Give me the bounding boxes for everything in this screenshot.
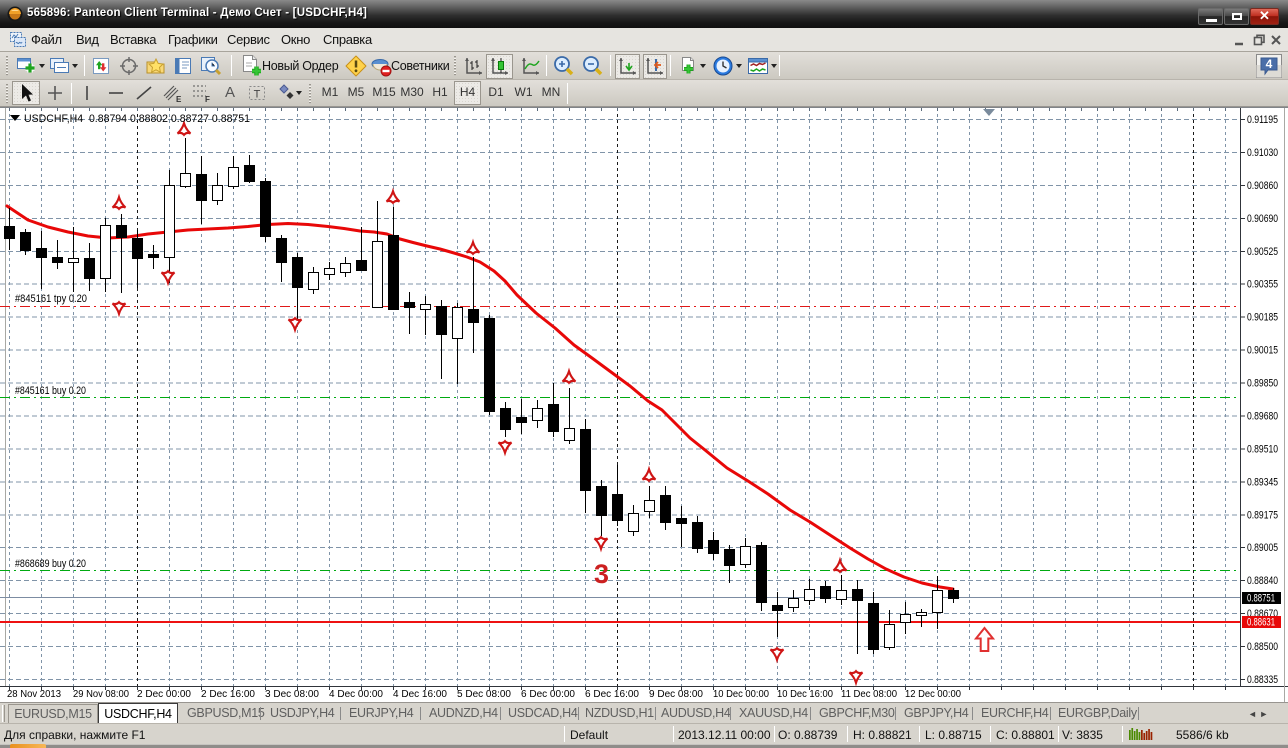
svg-text:0.91195: 0.91195 <box>1247 114 1278 126</box>
svg-text:0.88631: 0.88631 <box>1247 617 1275 629</box>
svg-text:0.88840: 0.88840 <box>1247 575 1278 587</box>
svg-text:4 Dec 00:00: 4 Dec 00:00 <box>329 689 383 700</box>
svg-text:F: F <box>205 95 210 104</box>
svg-text:0.89345: 0.89345 <box>1247 476 1278 488</box>
svg-text:2 Dec 00:00: 2 Dec 00:00 <box>137 689 191 700</box>
svg-text:0.90015: 0.90015 <box>1247 345 1278 357</box>
svg-text:A: A <box>225 84 235 101</box>
svg-text:0.89005: 0.89005 <box>1247 542 1278 554</box>
svg-text:0.89680: 0.89680 <box>1247 411 1278 423</box>
svg-text:9 Dec 08:00: 9 Dec 08:00 <box>649 689 703 700</box>
svg-text:11 Dec 08:00: 11 Dec 08:00 <box>841 689 897 700</box>
svg-text:E: E <box>176 95 182 104</box>
svg-text:2 Dec 16:00: 2 Dec 16:00 <box>201 689 255 700</box>
svg-text:12 Dec 00:00: 12 Dec 00:00 <box>905 689 961 700</box>
svg-text:6 Dec 16:00: 6 Dec 16:00 <box>585 689 639 700</box>
svg-text:0.89175: 0.89175 <box>1247 509 1278 521</box>
svg-text:0.90690: 0.90690 <box>1247 213 1278 225</box>
svg-text:0.88335: 0.88335 <box>1247 674 1278 686</box>
svg-text:#845161 buy 0.20: #845161 buy 0.20 <box>15 385 86 397</box>
svg-text:4 Dec 16:00: 4 Dec 16:00 <box>393 689 447 700</box>
svg-text:6 Dec 00:00: 6 Dec 00:00 <box>521 689 575 700</box>
svg-text:0.90355: 0.90355 <box>1247 279 1278 291</box>
svg-text:3: 3 <box>594 559 609 589</box>
svg-text:0.90860: 0.90860 <box>1247 180 1278 192</box>
svg-text:#868689 buy 0.20: #868689 buy 0.20 <box>15 558 86 570</box>
svg-text:28 Nov 2013: 28 Nov 2013 <box>7 689 61 700</box>
svg-text:4: 4 <box>1266 57 1273 71</box>
svg-text:3 Dec 08:00: 3 Dec 08:00 <box>265 689 319 700</box>
svg-text:0.90185: 0.90185 <box>1247 312 1278 324</box>
svg-text:10 Dec 00:00: 10 Dec 00:00 <box>713 689 769 700</box>
svg-text:0.89850: 0.89850 <box>1247 378 1278 390</box>
svg-text:5 Dec 08:00: 5 Dec 08:00 <box>457 689 511 700</box>
svg-text:0.91030: 0.91030 <box>1247 147 1278 159</box>
svg-text:T: T <box>254 89 261 101</box>
svg-text:0.88751: 0.88751 <box>1247 593 1275 605</box>
svg-text:#845161 tpy 0.20: #845161 tpy 0.20 <box>15 293 87 305</box>
svg-text:29 Nov 08:00: 29 Nov 08:00 <box>73 689 129 700</box>
svg-text:10 Dec 16:00: 10 Dec 16:00 <box>777 689 833 700</box>
svg-text:0.88500: 0.88500 <box>1247 641 1278 653</box>
svg-text:USDCHF,H4 0.88794 0.88802 0.8: USDCHF,H4 0.88794 0.88802 0.88727 0.8875… <box>24 113 250 125</box>
svg-text:0.89510: 0.89510 <box>1247 443 1278 455</box>
svg-text:0.90525: 0.90525 <box>1247 246 1278 258</box>
